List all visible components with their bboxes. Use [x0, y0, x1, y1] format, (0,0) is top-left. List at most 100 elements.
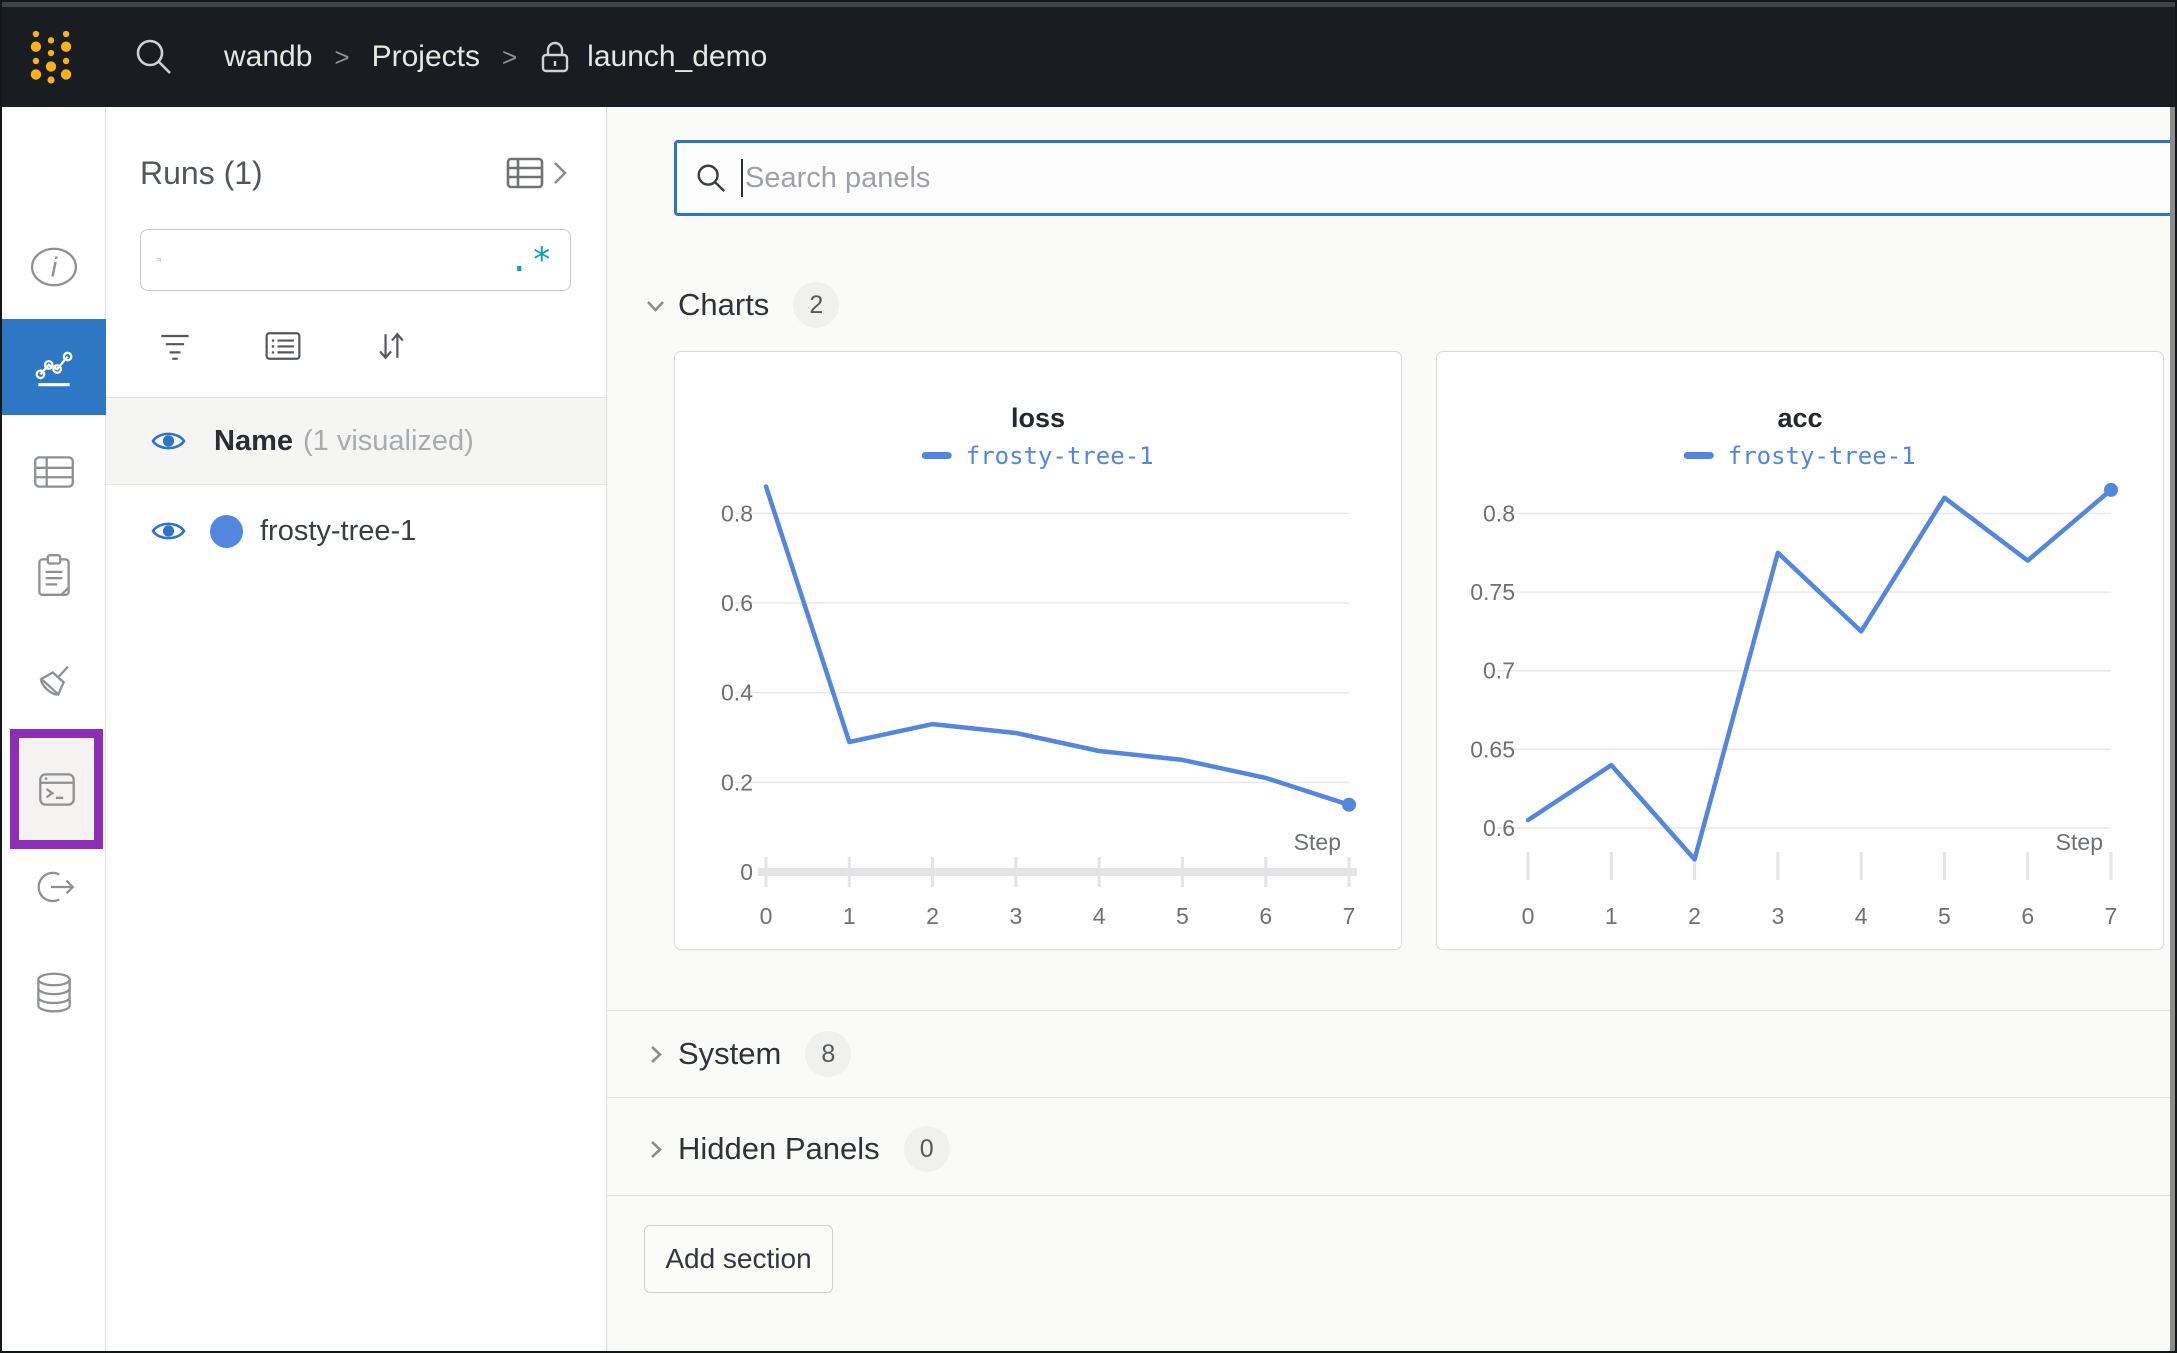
panel-search-box[interactable]: [674, 140, 2175, 216]
svg-text:1: 1: [843, 903, 856, 929]
sidebar-item-jobs[interactable]: [10, 729, 103, 849]
text-caret: [741, 159, 743, 197]
runs-title: Runs (1): [140, 154, 263, 191]
acc-chart: acc frosty-tree-1 0.6 0.65 0.7 0.75 0.8 0 1 2 3 4 5 6…: [1470, 403, 2118, 929]
svg-text:i: i: [51, 250, 58, 282]
list-icon: [265, 332, 301, 360]
section-label: Hidden Panels: [678, 1131, 880, 1166]
svg-text:0.6: 0.6: [1483, 815, 1515, 841]
run-row[interactable]: frosty-tree-1: [106, 485, 606, 577]
runs-search-input[interactable]: [174, 244, 510, 276]
chart-panel-loss[interactable]: loss frosty-tree-1 0 0.2 0.4 0.6 0.8 0 1 2 3 4 5 6 7 St…: [674, 351, 1402, 950]
lock-icon: [541, 41, 569, 73]
runs-column-header-row: Name (1 visualized): [106, 398, 606, 485]
add-section-button[interactable]: Add section: [644, 1225, 833, 1293]
chevron-right-icon: [554, 162, 567, 184]
run-name: frosty-tree-1: [260, 514, 417, 547]
svg-text:0: 0: [760, 903, 773, 929]
sidebar-item-launch[interactable]: [2, 845, 106, 929]
sidebar-item-charts[interactable]: [2, 319, 106, 415]
panel-search-input[interactable]: [745, 161, 2162, 195]
svg-text:0.7: 0.7: [1483, 658, 1515, 684]
section-header-system[interactable]: System 8: [607, 1024, 2175, 1084]
svg-text:0: 0: [1522, 903, 1535, 929]
svg-text:0.8: 0.8: [1483, 500, 1515, 526]
search-icon: [157, 257, 162, 263]
runs-toolbar: [155, 325, 606, 367]
svg-text:5: 5: [1938, 903, 1951, 929]
left-sidebar: i: [2, 107, 106, 1351]
sidebar-item-sweeps[interactable]: [2, 640, 106, 724]
svg-text:3: 3: [1771, 903, 1784, 929]
section-label: System: [678, 1036, 782, 1071]
visibility-eye-icon[interactable]: [150, 518, 187, 544]
breadcrumb-project[interactable]: launch_demo: [587, 40, 768, 73]
svg-text:Step: Step: [2056, 829, 2103, 855]
sidebar-item-runs-table[interactable]: [2, 430, 106, 514]
section-divider: [607, 1097, 2175, 1098]
nav-search-icon[interactable]: [132, 35, 176, 79]
sidebar-item-reports[interactable]: [2, 533, 106, 617]
svg-text:Step: Step: [1294, 829, 1341, 855]
regex-toggle[interactable]: .*: [509, 240, 554, 280]
breadcrumb-separator: >: [334, 41, 350, 72]
sidebar-item-overview[interactable]: i: [2, 225, 106, 309]
breadcrumb-separator: >: [501, 41, 518, 72]
chevron-down-icon: [642, 292, 669, 319]
runs-visualized-annotation: (1 visualized): [303, 424, 474, 457]
svg-text:5: 5: [1176, 903, 1189, 929]
section-count-badge: 8: [805, 1031, 852, 1077]
table-icon: [506, 157, 544, 189]
breadcrumb-team[interactable]: wandb: [224, 40, 313, 73]
run-color-dot: [210, 514, 243, 548]
breadcrumb-projects[interactable]: Projects: [371, 40, 480, 73]
sort-button[interactable]: [371, 326, 411, 366]
svg-text:7: 7: [1343, 903, 1356, 929]
svg-text:0.8: 0.8: [721, 500, 753, 526]
chevron-right-icon: [642, 1136, 669, 1163]
search-icon: [697, 164, 726, 193]
info-icon: i: [30, 247, 78, 287]
runs-table-icon: [34, 456, 74, 488]
svg-text:frosty-tree-1: frosty-tree-1: [966, 442, 1154, 470]
sweep-broom-icon: [39, 665, 69, 697]
expand-runs-table-button[interactable]: [505, 155, 571, 191]
svg-text:6: 6: [2021, 903, 2034, 929]
line-chart-icon: [35, 351, 73, 387]
svg-text:7: 7: [2105, 903, 2118, 929]
svg-text:6: 6: [1259, 903, 1272, 929]
clipboard-icon: [38, 554, 70, 596]
svg-text:acc: acc: [1777, 403, 1822, 433]
svg-text:2: 2: [926, 903, 939, 929]
svg-text:0.4: 0.4: [721, 680, 753, 706]
visibility-eye-icon[interactable]: [150, 428, 187, 454]
svg-text:loss: loss: [1011, 403, 1065, 433]
section-header-hidden-panels[interactable]: Hidden Panels 0: [607, 1119, 2175, 1179]
svg-text:4: 4: [1855, 903, 1868, 929]
svg-text:0.6: 0.6: [721, 590, 753, 616]
section-divider: [607, 1010, 2175, 1011]
runs-search-box[interactable]: .*: [140, 229, 571, 291]
chart-panel-acc[interactable]: acc frosty-tree-1 0.6 0.65 0.7 0.75 0.8 0 1 2 3 4 5 6…: [1436, 351, 2164, 950]
breadcrumb: wandb > Projects > launch_demo: [224, 39, 767, 75]
jobs-terminal-icon: [38, 773, 75, 806]
svg-text:frosty-tree-1: frosty-tree-1: [1728, 442, 1916, 470]
workspace-main: Charts 2 loss frosty-tree-1 0 0.2 0.4 0.6 0.8 0…: [607, 107, 2175, 1351]
sort-arrows-icon: [379, 332, 404, 360]
runs-panel: Runs (1) .*: [106, 107, 607, 1351]
filter-icon: [161, 334, 189, 360]
svg-text:2: 2: [1688, 903, 1701, 929]
svg-text:0.65: 0.65: [1470, 736, 1515, 762]
svg-text:1: 1: [1605, 903, 1618, 929]
svg-text:0.75: 0.75: [1470, 579, 1515, 605]
section-header-charts[interactable]: Charts 2: [607, 275, 2175, 335]
wandb-logo: [30, 30, 72, 84]
scrollbar[interactable]: [2170, 107, 2175, 1351]
sidebar-item-artifacts[interactable]: [2, 950, 106, 1034]
section-count-badge: 0: [903, 1126, 950, 1172]
charts-row: loss frosty-tree-1 0 0.2 0.4 0.6 0.8 0 1 2 3 4 5 6 7 St…: [674, 351, 2164, 950]
runs-panel-header: Runs (1): [140, 151, 571, 195]
filter-button[interactable]: [155, 326, 195, 366]
group-list-button[interactable]: [263, 326, 303, 366]
